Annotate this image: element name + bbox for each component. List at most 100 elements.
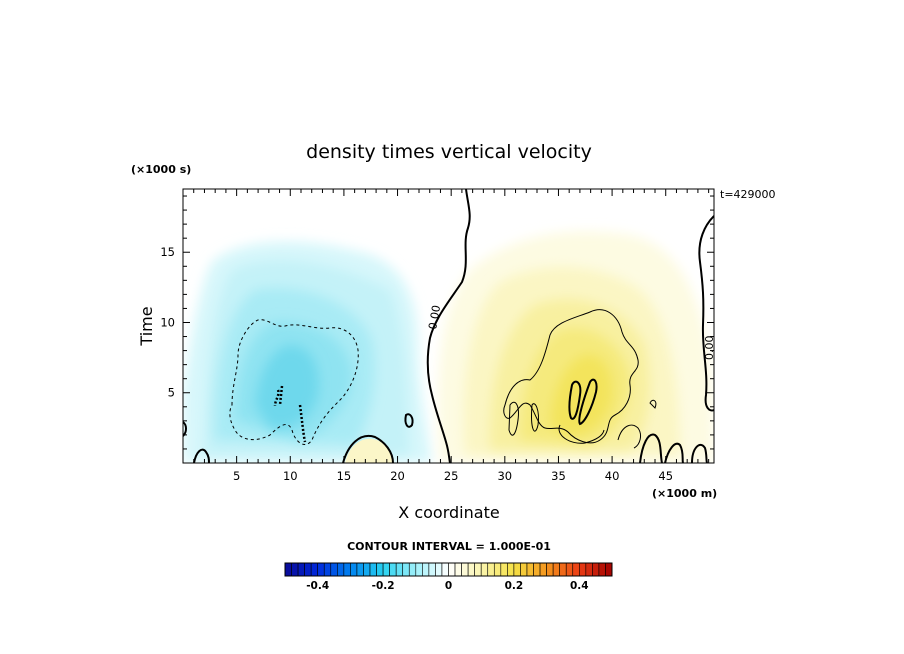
colorbar-cell	[402, 562, 410, 577]
colorbar-cell	[395, 562, 404, 577]
x-tick-label: 25	[444, 469, 459, 483]
colorbar	[284, 562, 613, 577]
y-axis-tick-labels: 5 10 15	[160, 245, 175, 400]
colorbar-tick-label: 0.4	[570, 580, 589, 592]
colorbar-cell	[284, 562, 292, 577]
y-unit-label: (×1000 s)	[131, 163, 191, 176]
colorbar-cell	[448, 562, 456, 577]
zero-label-left: 0.00	[426, 304, 443, 330]
colorbar-cell	[559, 562, 567, 577]
colorbar-cell	[565, 562, 574, 577]
time-stamp: t=429000	[720, 188, 776, 201]
colorbar-cell	[546, 562, 554, 577]
x-axis-title: X coordinate	[398, 503, 499, 522]
colorbar-cell	[520, 562, 528, 577]
zero-contour-bottom-right	[639, 433, 708, 463]
colorbar-cell	[500, 562, 508, 577]
negative-contour-inner-2	[298, 404, 307, 443]
colorbar-cell	[552, 562, 560, 577]
colorbar-cell	[487, 562, 495, 577]
colorbar-cell	[461, 562, 469, 577]
colorbar-cell	[585, 562, 593, 577]
colorbar-cell	[389, 562, 397, 577]
colorbar-cell	[598, 562, 606, 577]
y-axis-ticks	[183, 195, 714, 450]
colorbar-cell	[480, 562, 489, 577]
colorbar-cell	[297, 562, 305, 577]
positive-contour-sub	[508, 401, 605, 444]
colorbar-cell	[304, 562, 312, 577]
colorbar-cell	[526, 562, 534, 577]
colorbar-cell	[441, 562, 449, 577]
colorbar-tick-label: 0.2	[505, 580, 524, 592]
zero-contour-right	[698, 215, 714, 412]
x-tick-label: 35	[551, 469, 566, 483]
colorbar-cell	[343, 562, 351, 577]
x-tick-label: 40	[605, 469, 620, 483]
colorbar-cell	[415, 562, 423, 577]
colorbar-cell	[493, 562, 502, 577]
colorbar-cell	[376, 562, 384, 577]
colorbar-cell	[605, 562, 613, 577]
colorbar-cell	[317, 562, 325, 577]
zero-contour-main	[426, 189, 471, 463]
x-tick-label: 10	[283, 469, 298, 483]
colorbar-cell	[408, 562, 417, 577]
x-axis-tick-labels: 5 10 15 20 25 30 35 40 45	[233, 469, 673, 483]
contour-interval-label: CONTOUR INTERVAL = 1.000E-01	[347, 540, 551, 553]
x-tick-label: 20	[390, 469, 405, 483]
bottom-positive-blob	[345, 438, 393, 463]
positive-contour-edges	[617, 399, 657, 449]
colorbar-cell	[330, 562, 338, 577]
colorbar-cell	[507, 562, 515, 577]
positive-contour	[503, 309, 639, 444]
colorbar-tick-label: -0.2	[372, 580, 395, 592]
colorbar-tick-label: -0.4	[306, 580, 329, 592]
colorbar-frame	[284, 562, 613, 577]
colorbar-cell	[382, 562, 390, 577]
y-tick-label: 10	[160, 315, 175, 329]
negative-shading	[183, 241, 432, 463]
colorbar-cell	[435, 562, 443, 577]
colorbar-cell	[310, 562, 319, 577]
x-tick-label: 5	[233, 469, 240, 483]
colorbar-cell	[539, 562, 547, 577]
positive-shading	[438, 231, 714, 463]
zero-contour-bottom-blob	[342, 434, 394, 463]
negative-contour	[229, 319, 359, 445]
colorbar-tick-labels: -0.4 -0.2 0 0.2 0.4	[306, 580, 588, 592]
colorbar-cell	[350, 562, 358, 577]
colorbar-cell	[369, 562, 377, 577]
plot-frame	[182, 188, 715, 464]
colorbar-cell	[337, 562, 345, 577]
colorbar-tick-label: 0	[445, 580, 452, 592]
zero-contour-small-loop	[404, 413, 414, 428]
colorbar-cell	[578, 562, 587, 577]
chart-title: density times vertical velocity	[306, 141, 592, 163]
colorbar-cell	[467, 562, 475, 577]
zero-contour-left-blob	[193, 448, 210, 463]
colorbar-cell	[323, 562, 332, 577]
y-axis-title: Time	[137, 306, 156, 346]
x-tick-label: 45	[658, 469, 673, 483]
y-tick-label: 15	[160, 245, 175, 259]
zero-label-right: 0.00	[703, 336, 716, 361]
colorbar-cell	[363, 562, 371, 577]
colorbar-cell	[474, 562, 482, 577]
colorbar-cell	[428, 562, 436, 577]
colorbar-cell	[422, 562, 430, 577]
colorbar-cell	[291, 562, 299, 577]
x-tick-label: 15	[337, 469, 352, 483]
colorbar-cell	[592, 562, 600, 577]
plot-area: 0.00 0.00	[183, 189, 716, 463]
x-axis-ticks	[193, 189, 710, 463]
colorbar-cell	[356, 562, 364, 577]
colorbar-cell	[513, 562, 521, 577]
colorbar-cell	[572, 562, 580, 577]
x-tick-label: 30	[497, 469, 512, 483]
colorbar-cell	[533, 562, 541, 577]
x-unit-label: (×1000 m)	[652, 487, 717, 500]
negative-contour-inner-1	[273, 385, 284, 407]
positive-contour-inner	[568, 378, 598, 426]
